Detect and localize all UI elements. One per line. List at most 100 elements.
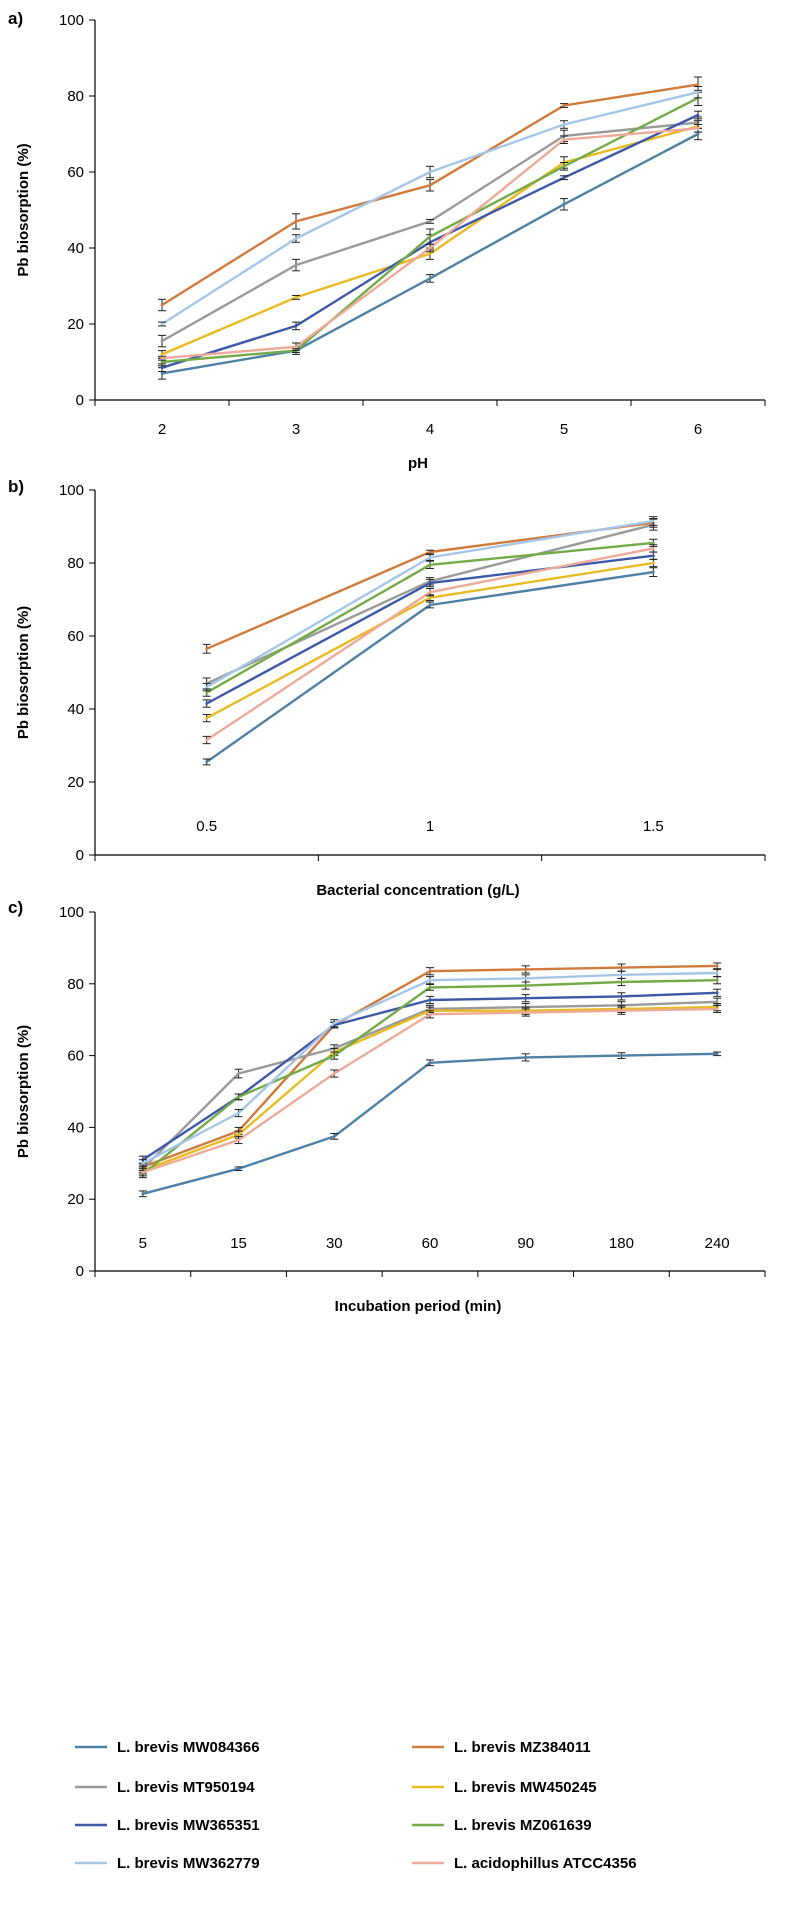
data-point (160, 366, 164, 370)
data-point (428, 556, 432, 559)
data-point (332, 1021, 336, 1025)
data-point (428, 183, 432, 187)
legend: L. brevis MW084366 L. brevis MZ384011 L. b… (75, 1739, 637, 1872)
legend-label: L. brevis MW450245 (454, 1779, 597, 1796)
x-tick-label: 1 (426, 818, 434, 835)
series (138, 1003, 722, 1175)
data-point (428, 590, 432, 594)
data-point (620, 1054, 623, 1057)
series (202, 538, 658, 697)
x-tick-label: 15 (230, 1235, 247, 1252)
data-point (160, 356, 164, 360)
data-point (205, 716, 209, 720)
series-line (142, 1007, 718, 1174)
data-point (696, 90, 700, 94)
data-point (524, 996, 528, 1000)
data-point (428, 596, 432, 600)
x-axis-title: Incubation period (min) (335, 1298, 502, 1315)
data-point (160, 322, 164, 326)
data-point (562, 164, 566, 168)
legend-label: L. brevis MW365351 (117, 1817, 260, 1834)
data-point (160, 339, 164, 343)
data-point (141, 1192, 145, 1196)
x-tick-label: 2 (158, 421, 166, 438)
data-point (428, 277, 432, 280)
y-tick-label: 0 (76, 1263, 84, 1280)
data-point (562, 202, 566, 206)
data-point (696, 126, 700, 130)
x-tick-label: 3 (292, 421, 300, 438)
y-axis-title: Pb biosorption (%) (15, 1025, 32, 1158)
x-tick-label: 60 (422, 1235, 439, 1252)
data-point (294, 220, 298, 223)
data-point (696, 113, 700, 117)
data-point (428, 170, 432, 174)
data-point (237, 1133, 240, 1136)
data-point (715, 1007, 719, 1011)
data-point (237, 1138, 240, 1142)
data-point (160, 372, 164, 375)
data-point (620, 966, 623, 970)
data-point (428, 969, 432, 973)
data-point (294, 324, 298, 328)
data-point (651, 561, 655, 565)
panel-label: b) (8, 477, 24, 496)
y-tick-label: 40 (67, 1119, 84, 1136)
data-point (696, 83, 700, 86)
data-point (715, 964, 719, 968)
data-point (620, 1009, 623, 1013)
data-point (332, 1072, 336, 1075)
y-tick-label: 80 (67, 88, 84, 105)
y-tick-label: 20 (67, 1191, 84, 1208)
data-point (428, 563, 432, 567)
y-tick-label: 20 (67, 774, 84, 791)
series (138, 976, 722, 1179)
series (138, 997, 722, 1173)
y-tick-label: 40 (67, 240, 84, 257)
data-point (651, 541, 655, 545)
series (138, 1004, 722, 1177)
data-point (524, 1055, 528, 1059)
series (138, 968, 722, 1168)
data-point (332, 1054, 336, 1057)
data-point (428, 1012, 432, 1016)
data-point (524, 968, 528, 971)
data-point (205, 702, 209, 705)
data-point (620, 980, 623, 984)
panel-label: c) (8, 898, 23, 917)
data-point (294, 296, 298, 299)
series (202, 516, 658, 692)
data-point (205, 685, 209, 689)
chart-2: b) 0 20 40 60 80 100 0.5 1 1.5 Pb biosorption (%) B… (8, 477, 766, 899)
data-point (428, 220, 432, 223)
x-tick-label: 0.5 (196, 818, 217, 835)
y-tick-label: 60 (67, 628, 84, 645)
y-tick-label: 60 (67, 164, 84, 181)
data-point (524, 1011, 528, 1014)
legend-label: L. brevis MZ061639 (454, 1817, 592, 1834)
data-point (524, 984, 528, 987)
series (202, 567, 658, 766)
series (138, 1051, 722, 1198)
data-point (696, 132, 700, 136)
data-point (160, 303, 164, 307)
legend-label: L. brevis MT950194 (117, 1779, 255, 1796)
x-tick-label: 5 (560, 421, 568, 438)
legend-label: L. brevis MW084366 (117, 1739, 260, 1756)
data-point (428, 252, 432, 256)
data-point (237, 1167, 240, 1171)
data-point (428, 1061, 432, 1065)
x-tick-label: 4 (426, 421, 434, 438)
data-point (237, 1072, 240, 1075)
data-point (562, 138, 566, 142)
data-point (715, 978, 719, 982)
data-point (428, 235, 432, 239)
data-point (294, 263, 298, 267)
series (202, 558, 658, 723)
data-point (562, 123, 566, 126)
series (158, 124, 702, 361)
data-point (715, 1052, 719, 1056)
data-point (141, 1161, 145, 1165)
x-tick-label: 30 (326, 1235, 343, 1252)
panel-label: a) (8, 9, 23, 28)
